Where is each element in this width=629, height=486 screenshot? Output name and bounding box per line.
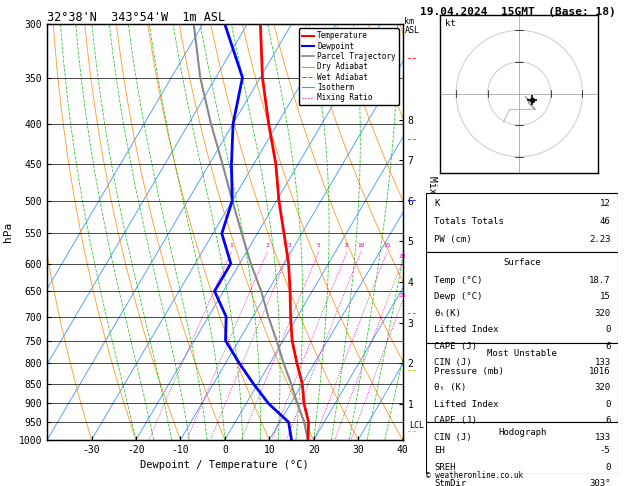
Text: θₜ (K): θₜ (K) [434,383,466,392]
Text: 6: 6 [605,417,611,425]
Text: 0: 0 [605,325,611,334]
Text: ╴╴: ╴╴ [408,53,420,64]
Text: LCL: LCL [409,421,425,430]
Text: Pressure (mb): Pressure (mb) [434,367,504,376]
Text: 19.04.2024  15GMT  (Base: 18): 19.04.2024 15GMT (Base: 18) [420,7,616,17]
Bar [426,193,618,252]
Text: 6: 6 [605,342,611,351]
Text: ╴╴: ╴╴ [408,135,420,145]
X-axis label: Dewpoint / Temperature (°C): Dewpoint / Temperature (°C) [140,460,309,470]
Text: 46: 46 [600,217,611,226]
Text: 303°: 303° [589,479,611,486]
Text: Most Unstable: Most Unstable [487,349,557,358]
Text: Lifted Index: Lifted Index [434,400,499,409]
Y-axis label: hPa: hPa [3,222,13,242]
Text: Temp (°C): Temp (°C) [434,276,482,285]
Text: SREH: SREH [434,463,455,472]
Text: 15: 15 [383,243,391,248]
Bar [426,252,618,343]
Text: 32°38'N  343°54'W  1m ASL: 32°38'N 343°54'W 1m ASL [47,11,225,24]
Legend: Temperature, Dewpoint, Parcel Trajectory, Dry Adiabat, Wet Adiabat, Isotherm, Mi: Temperature, Dewpoint, Parcel Trajectory… [299,28,399,105]
Text: 10: 10 [357,243,365,248]
Text: Surface: Surface [504,258,541,267]
Text: km
ASL: km ASL [404,17,420,35]
Text: 8: 8 [345,243,349,248]
Text: 2.23: 2.23 [589,235,611,244]
Text: θₜ(K): θₜ(K) [434,309,461,318]
Text: 12: 12 [600,199,611,208]
Text: -5: -5 [600,446,611,455]
Text: Hodograph: Hodograph [498,428,547,437]
Text: 25: 25 [399,293,406,298]
Text: PW (cm): PW (cm) [434,235,472,244]
Text: 133: 133 [594,358,611,367]
Text: 2: 2 [265,243,269,248]
Bar [426,422,618,474]
Text: 0: 0 [605,400,611,409]
Text: kt: kt [445,19,456,28]
Text: K: K [434,199,440,208]
Text: 320: 320 [594,383,611,392]
Text: 133: 133 [594,433,611,442]
Y-axis label: Mixing Ratio (g/kg): Mixing Ratio (g/kg) [427,176,437,288]
Text: CAPE (J): CAPE (J) [434,417,477,425]
Text: 20: 20 [398,254,406,259]
Text: ╴╴: ╴╴ [408,196,420,206]
Text: Totals Totals: Totals Totals [434,217,504,226]
Text: CIN (J): CIN (J) [434,433,472,442]
Text: Dewp (°C): Dewp (°C) [434,292,482,301]
Bar [426,343,618,422]
Text: ╴╴: ╴╴ [408,427,420,437]
Text: CAPE (J): CAPE (J) [434,342,477,351]
Text: ╴╴: ╴╴ [408,310,420,319]
Text: © weatheronline.co.uk: © weatheronline.co.uk [426,471,523,480]
Text: 320: 320 [594,309,611,318]
Text: CIN (J): CIN (J) [434,358,472,367]
Text: Lifted Index: Lifted Index [434,325,499,334]
Text: 5: 5 [317,243,321,248]
Text: StmDir: StmDir [434,479,466,486]
Text: 1: 1 [230,243,233,248]
Text: ╴╴: ╴╴ [408,366,420,376]
Text: 15: 15 [600,292,611,301]
Text: 3: 3 [287,243,291,248]
Text: 0: 0 [605,463,611,472]
Text: 1016: 1016 [589,367,611,376]
Text: EH: EH [434,446,445,455]
Text: 18.7: 18.7 [589,276,611,285]
